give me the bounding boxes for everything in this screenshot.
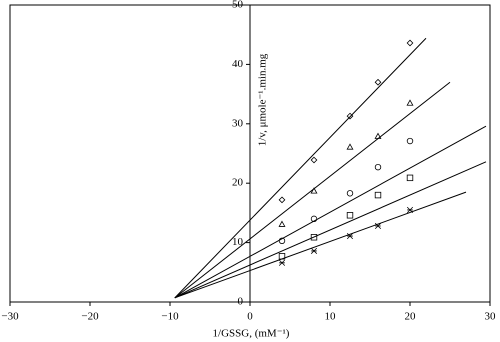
point: [346, 143, 354, 150]
point: [406, 206, 414, 214]
y-axis-label: 1/v, μmole⁻¹.min.mg: [257, 53, 269, 146]
point: [278, 259, 286, 266]
x-tick-label: 0: [247, 311, 253, 323]
point: [406, 174, 414, 182]
x-tick-label: 20: [405, 311, 417, 323]
point: [278, 196, 286, 204]
y-tick-label: 10: [232, 236, 244, 248]
point: [310, 234, 318, 241]
x-tick-label: 10: [325, 311, 337, 323]
x-tick-label: −20: [81, 311, 99, 323]
point: [374, 222, 382, 230]
point: [374, 163, 382, 171]
point: [310, 187, 318, 194]
point: [406, 39, 414, 47]
point: [346, 112, 354, 120]
x-tick-label: −10: [161, 311, 179, 323]
fit-line: [174, 191, 467, 299]
point: [346, 212, 354, 219]
fit-line: [174, 81, 451, 299]
point: [374, 132, 382, 139]
x-axis-label: 1/GSSG, (mM⁻¹): [213, 328, 290, 340]
y-tick-label: 30: [232, 117, 244, 129]
y-tick-label: 0: [238, 296, 244, 308]
point: [346, 190, 354, 197]
fit-line: [174, 161, 487, 299]
x-tick-label: 30: [485, 311, 497, 323]
point: [310, 215, 318, 223]
point: [406, 99, 414, 106]
point: [278, 237, 286, 245]
point: [346, 232, 354, 240]
point: [278, 220, 286, 227]
point: [310, 247, 318, 254]
fit-line: [174, 125, 487, 299]
point: [374, 191, 382, 199]
point: [374, 78, 382, 86]
point: [310, 156, 318, 164]
y-tick-label: 20: [232, 177, 244, 189]
point: [406, 137, 414, 145]
y-tick-label: 50: [232, 0, 244, 11]
y-tick-label: 40: [232, 58, 244, 70]
x-tick-label: −30: [1, 311, 19, 323]
fit-line: [174, 37, 427, 299]
